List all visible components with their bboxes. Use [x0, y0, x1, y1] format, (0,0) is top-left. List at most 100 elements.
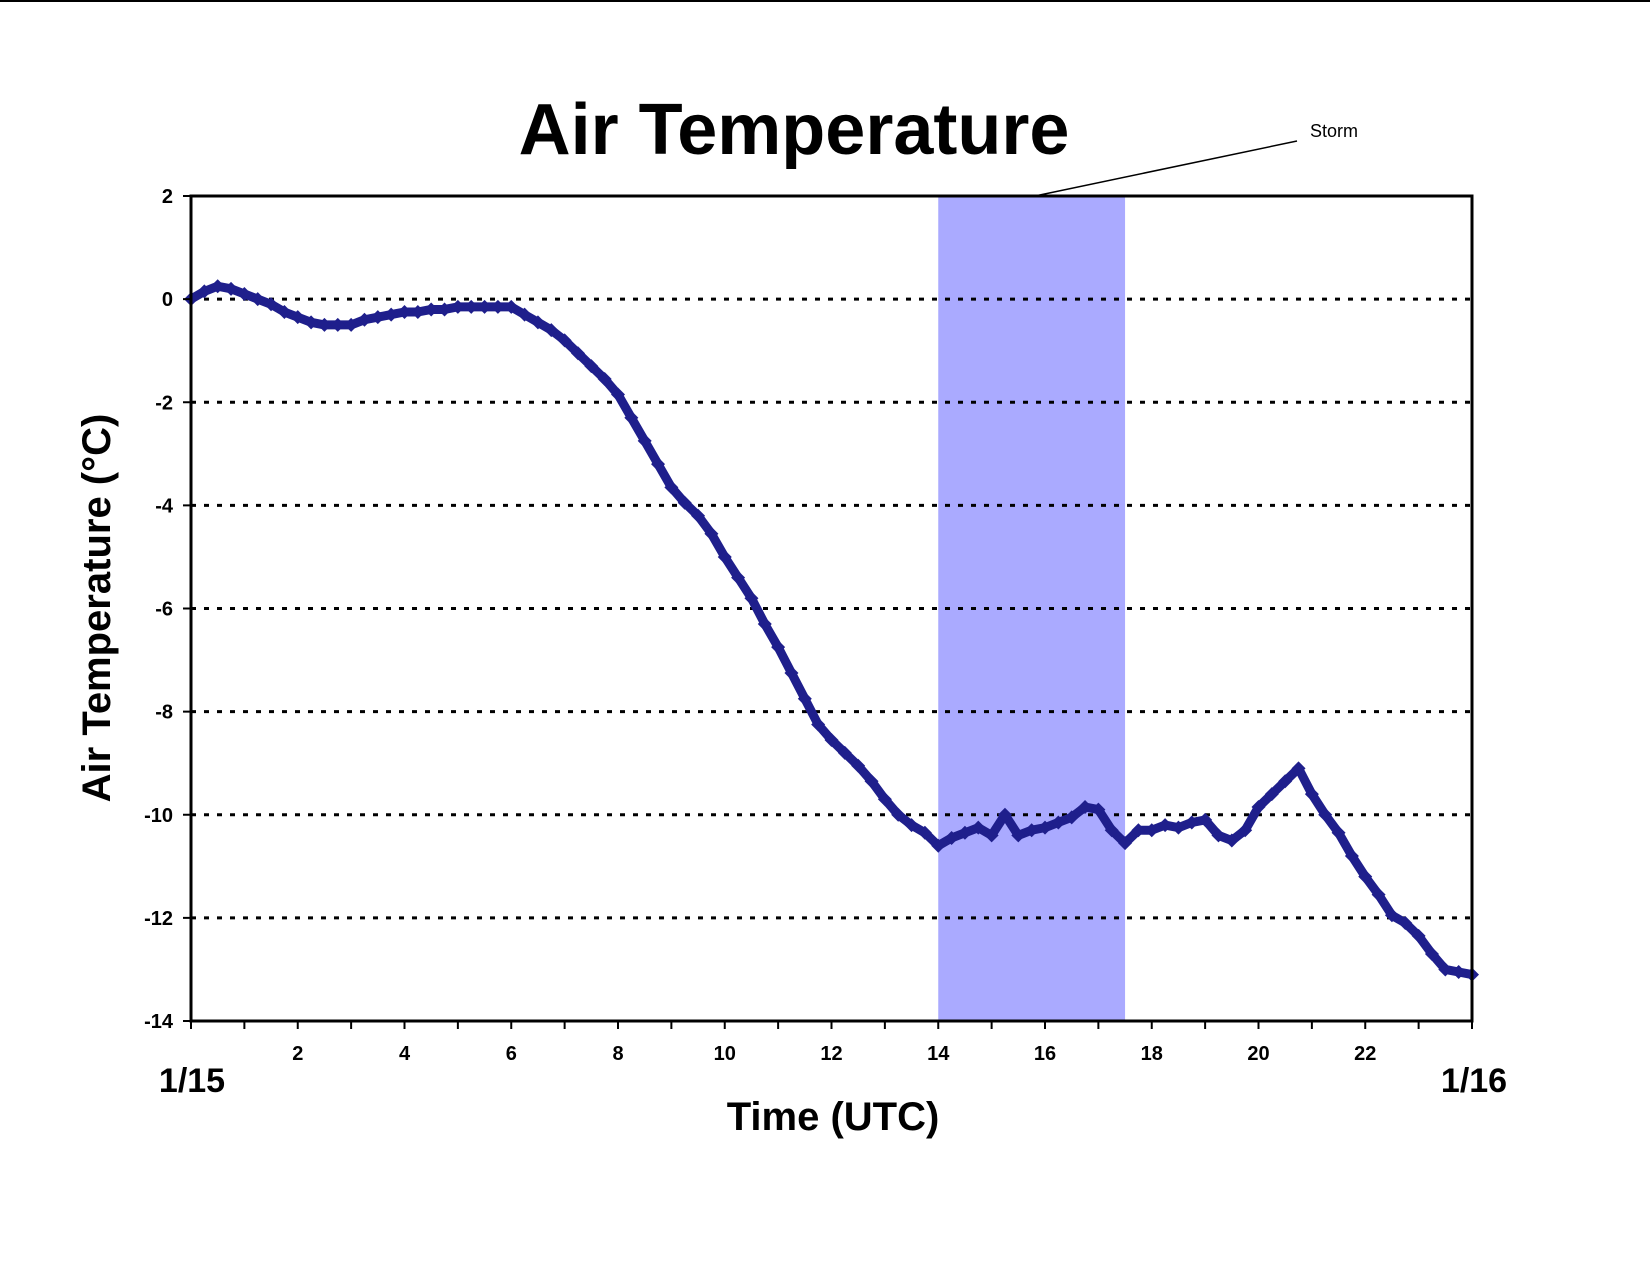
data-point [544, 323, 559, 338]
x-tick-label: 12 [820, 1043, 842, 1065]
y-tick-label: 0 [162, 289, 173, 311]
data-point [931, 838, 946, 853]
data-point [957, 825, 972, 840]
data-point [984, 828, 999, 843]
y-tick-label: -14 [144, 1011, 174, 1033]
y-tick-label: -4 [155, 495, 174, 517]
data-point [837, 745, 852, 760]
data-point [1438, 962, 1453, 977]
data-point [971, 820, 986, 835]
data-point [1131, 823, 1146, 838]
data-point [357, 312, 372, 327]
data-point [517, 307, 532, 322]
data-point [1384, 908, 1399, 923]
data-point [944, 830, 959, 845]
data-point [344, 317, 359, 332]
data-point [904, 818, 919, 833]
data-point [197, 284, 212, 299]
data-point [1211, 828, 1226, 843]
storm-shaded-region [938, 196, 1126, 1021]
data-point [1104, 823, 1119, 838]
data-point [437, 302, 452, 317]
data-point [490, 299, 505, 314]
data-point [1331, 825, 1346, 840]
data-point [1318, 807, 1333, 822]
gridlines [191, 297, 1472, 920]
x-tick-label: 10 [714, 1043, 736, 1065]
data-point [1158, 818, 1173, 833]
data-point [731, 570, 746, 585]
data-point [997, 807, 1012, 822]
data-point [1024, 823, 1039, 838]
data-point [450, 299, 465, 314]
data-point [464, 299, 479, 314]
y-tick-label: -6 [155, 599, 173, 621]
data-point [530, 315, 545, 330]
data-point [797, 691, 812, 706]
data-point [410, 305, 425, 320]
x-tick-label: 6 [506, 1043, 517, 1065]
data-point [557, 333, 572, 348]
data-point [891, 807, 906, 822]
data-point [757, 616, 772, 631]
data-point [664, 480, 679, 495]
data-point [704, 526, 719, 541]
data-point [877, 792, 892, 807]
data-point [290, 310, 305, 325]
data-point [1011, 828, 1026, 843]
data-point [597, 372, 612, 387]
x-axis-ticks: 2 4 6 8 10 12 14 16 18 20 22 [190, 1021, 1473, 1065]
storm-annotation-leader [1034, 140, 1298, 197]
data-point [317, 317, 332, 332]
start-date-label: 1/15 [159, 1062, 225, 1100]
temperature-series [184, 279, 1479, 982]
data-point [237, 286, 252, 301]
data-point [1358, 869, 1373, 884]
data-point [1291, 761, 1306, 776]
data-point [1064, 810, 1079, 825]
data-point [651, 457, 666, 472]
data-point [1198, 812, 1213, 827]
data-point [851, 758, 866, 773]
y-tick-label: -12 [144, 908, 173, 930]
data-point [1264, 787, 1279, 802]
data-point [771, 640, 786, 655]
data-point [277, 305, 292, 320]
data-point [384, 307, 399, 322]
x-tick-label: 18 [1141, 1043, 1163, 1065]
data-point [611, 387, 625, 402]
x-tick-label: 4 [399, 1043, 411, 1065]
data-point [1424, 946, 1439, 961]
x-tick-label: 20 [1247, 1043, 1269, 1065]
data-point [1078, 800, 1093, 815]
data-point [1224, 833, 1239, 848]
data-point [1304, 787, 1319, 802]
storm-annotation-label: Storm [1310, 121, 1358, 141]
data-point [370, 310, 385, 325]
data-point [917, 825, 932, 840]
data-point [677, 495, 692, 510]
data-point [1144, 823, 1159, 838]
y-tick-label: -10 [144, 805, 173, 827]
data-point [250, 292, 265, 307]
data-point [570, 346, 585, 361]
data-point [224, 281, 239, 296]
y-tick-label: -8 [155, 702, 173, 724]
data-point [824, 732, 839, 747]
data-point [1091, 802, 1106, 817]
data-point [811, 717, 826, 732]
data-point [1238, 823, 1253, 838]
y-tick-label: -2 [155, 392, 173, 414]
x-tick-label: 14 [927, 1043, 950, 1065]
data-point [784, 665, 799, 680]
top-border-line [0, 0, 1650, 2]
data-point [424, 302, 439, 317]
data-point [864, 774, 879, 789]
data-point [477, 299, 492, 314]
data-point [397, 305, 412, 320]
x-tick-label: 22 [1354, 1043, 1376, 1065]
data-point [210, 279, 225, 294]
data-point [1171, 820, 1186, 835]
data-point [584, 359, 599, 374]
